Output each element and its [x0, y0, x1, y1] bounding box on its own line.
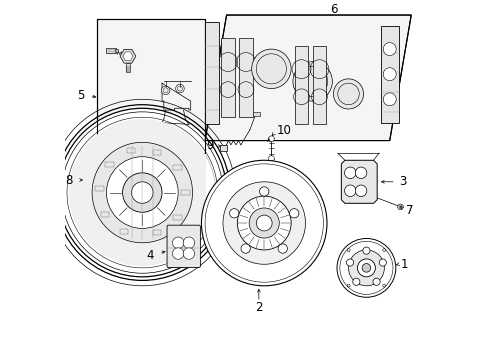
Circle shape: [183, 248, 194, 259]
Circle shape: [383, 42, 395, 55]
Text: 5: 5: [77, 89, 84, 102]
Bar: [108, 49, 115, 51]
Circle shape: [183, 237, 194, 248]
Bar: [106, 48, 116, 53]
Circle shape: [175, 84, 184, 93]
Circle shape: [161, 86, 169, 95]
Circle shape: [92, 142, 192, 243]
Text: 3: 3: [399, 175, 406, 188]
Circle shape: [378, 259, 386, 266]
Text: 10: 10: [276, 124, 291, 137]
Circle shape: [131, 182, 153, 203]
Bar: [126, 148, 135, 153]
Circle shape: [172, 248, 183, 259]
Bar: [380, 26, 398, 123]
Bar: [101, 212, 109, 217]
Bar: [105, 162, 113, 167]
Bar: [126, 63, 129, 72]
Circle shape: [251, 49, 290, 89]
Text: 8: 8: [65, 174, 73, 186]
Circle shape: [383, 68, 395, 81]
Circle shape: [289, 208, 298, 218]
Bar: [294, 45, 308, 125]
Circle shape: [256, 215, 271, 231]
Bar: [204, 22, 219, 125]
Circle shape: [357, 259, 375, 277]
Circle shape: [268, 136, 274, 141]
Bar: [152, 230, 161, 235]
Bar: [221, 39, 234, 117]
Text: 9: 9: [206, 139, 214, 152]
Circle shape: [355, 185, 366, 197]
Circle shape: [372, 278, 379, 285]
Polygon shape: [204, 15, 410, 140]
Circle shape: [336, 238, 395, 297]
Text: 4: 4: [146, 249, 154, 262]
Circle shape: [292, 62, 332, 101]
Circle shape: [362, 247, 369, 254]
Circle shape: [397, 204, 403, 210]
Circle shape: [122, 173, 162, 212]
Circle shape: [278, 244, 287, 253]
Bar: [253, 112, 259, 116]
Circle shape: [106, 157, 178, 228]
Circle shape: [249, 208, 279, 238]
Circle shape: [201, 160, 326, 286]
Polygon shape: [69, 119, 205, 266]
Text: 1: 1: [400, 258, 407, 271]
Circle shape: [362, 264, 370, 272]
Polygon shape: [120, 49, 136, 63]
Bar: [97, 19, 204, 153]
Bar: [97, 19, 204, 153]
Bar: [239, 39, 252, 117]
Circle shape: [223, 182, 305, 264]
Bar: [95, 186, 103, 191]
Circle shape: [268, 156, 274, 161]
Circle shape: [383, 93, 395, 106]
Bar: [152, 150, 161, 155]
Circle shape: [348, 250, 384, 286]
Circle shape: [259, 187, 268, 196]
Bar: [181, 190, 189, 195]
Circle shape: [352, 278, 359, 285]
Circle shape: [229, 208, 238, 218]
Bar: [173, 215, 182, 220]
Text: 6: 6: [330, 3, 337, 16]
Circle shape: [58, 108, 226, 277]
Circle shape: [346, 259, 353, 266]
Bar: [115, 49, 117, 52]
FancyBboxPatch shape: [167, 225, 200, 267]
Circle shape: [237, 196, 290, 250]
Bar: [220, 145, 226, 150]
Bar: [312, 45, 325, 125]
Text: 7: 7: [405, 204, 412, 217]
Circle shape: [172, 237, 183, 248]
Text: 2: 2: [255, 301, 262, 314]
Circle shape: [355, 167, 366, 179]
Bar: [173, 165, 182, 170]
Polygon shape: [122, 52, 133, 60]
Circle shape: [344, 167, 355, 179]
Circle shape: [333, 79, 363, 109]
Circle shape: [241, 244, 250, 253]
Polygon shape: [341, 160, 376, 203]
Bar: [120, 229, 128, 234]
Circle shape: [344, 185, 355, 197]
